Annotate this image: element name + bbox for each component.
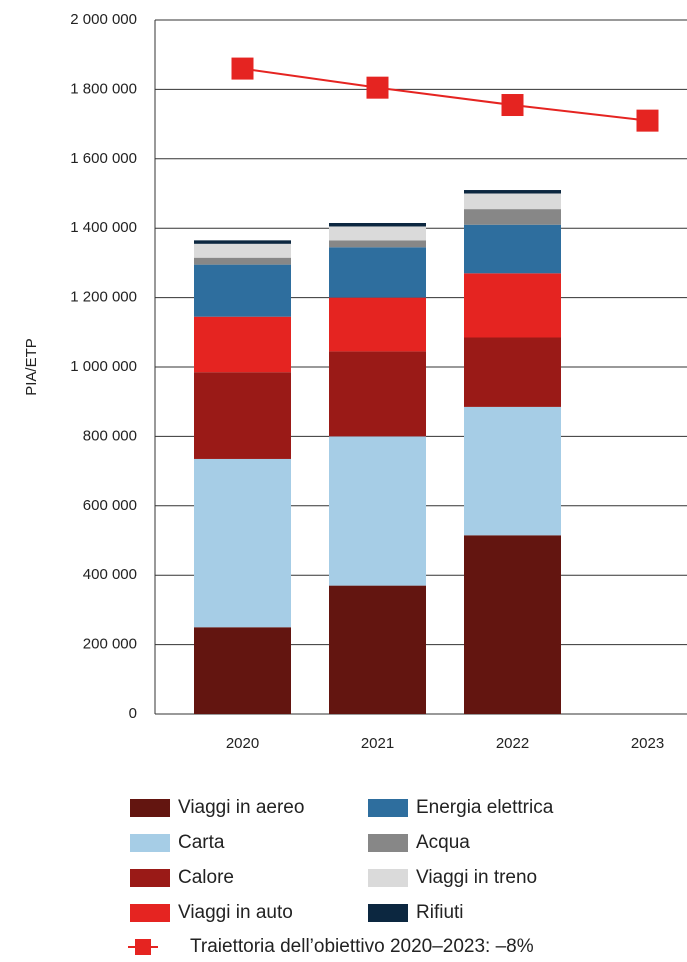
legend-label: Rifiuti xyxy=(416,902,464,923)
line-marker xyxy=(231,57,254,80)
y-tick-label: 1 000 000 xyxy=(70,358,137,375)
legend-swatch xyxy=(368,834,408,852)
legend-label: Viaggi in treno xyxy=(416,867,537,888)
bar-segment xyxy=(464,273,561,338)
bar-segment xyxy=(329,585,426,714)
bar-segment xyxy=(194,240,291,244)
legend-swatch xyxy=(368,904,408,922)
bar-segment xyxy=(329,226,426,241)
bar-segment xyxy=(329,240,426,248)
legend-swatch xyxy=(130,904,170,922)
x-tick-label: 2021 xyxy=(361,735,394,752)
y-tick-label: 600 000 xyxy=(83,497,137,514)
legend-label: Traiettoria dell’obiettivo 2020–2023: –8… xyxy=(190,936,534,957)
y-tick-label: 800 000 xyxy=(83,427,137,444)
legend-label: Carta xyxy=(178,832,225,853)
bar-segment xyxy=(194,257,291,265)
bar-segment xyxy=(329,247,426,298)
legend-label: Viaggi in auto xyxy=(178,902,293,923)
y-tick-label: 200 000 xyxy=(83,636,137,653)
bar-segment xyxy=(194,372,291,459)
y-tick-label: 0 xyxy=(129,705,137,722)
legend-swatch xyxy=(130,834,170,852)
legend-swatch xyxy=(130,799,170,817)
bar-segment xyxy=(329,297,426,352)
bar-segment xyxy=(194,458,291,628)
bar-segment xyxy=(464,406,561,536)
bar-segment xyxy=(464,224,561,274)
bar-segment xyxy=(194,627,291,714)
bar-segment xyxy=(464,193,561,210)
y-tick-label: 400 000 xyxy=(83,566,137,583)
bar-segment xyxy=(194,316,291,373)
legend-marker xyxy=(135,939,151,955)
y-tick-label: 1 400 000 xyxy=(70,219,137,236)
legend-swatch xyxy=(368,799,408,817)
bar-segment xyxy=(464,190,561,194)
legend-swatch xyxy=(130,869,170,887)
bar-segment xyxy=(329,222,426,227)
bar-segment xyxy=(464,209,561,225)
legend-swatch xyxy=(368,869,408,887)
target-line xyxy=(242,67,648,122)
y-tick-label: 1 600 000 xyxy=(70,150,137,167)
bar-segment xyxy=(329,351,426,437)
legend-label: Acqua xyxy=(416,832,470,853)
y-tick-label: 1 800 000 xyxy=(70,80,137,97)
legend-label: Energia elettrica xyxy=(416,797,554,818)
bar-segment xyxy=(329,436,426,586)
line-marker xyxy=(366,76,389,99)
bar-segment xyxy=(194,243,291,258)
bar-segment xyxy=(464,535,561,714)
line-marker xyxy=(636,109,659,132)
y-tick-label: 2 000 000 xyxy=(70,11,137,28)
legend-label: Viaggi in aereo xyxy=(178,797,304,818)
x-tick-label: 2023 xyxy=(631,735,664,752)
line-marker xyxy=(501,94,524,117)
bar-segment xyxy=(194,264,291,317)
y-axis-label: PIA/ETP xyxy=(23,338,40,396)
x-tick-label: 2022 xyxy=(496,735,529,752)
legend-label: Calore xyxy=(178,867,234,888)
y-tick-label: 1 200 000 xyxy=(70,289,137,306)
x-tick-label: 2020 xyxy=(226,735,259,752)
bar-segment xyxy=(464,337,561,407)
